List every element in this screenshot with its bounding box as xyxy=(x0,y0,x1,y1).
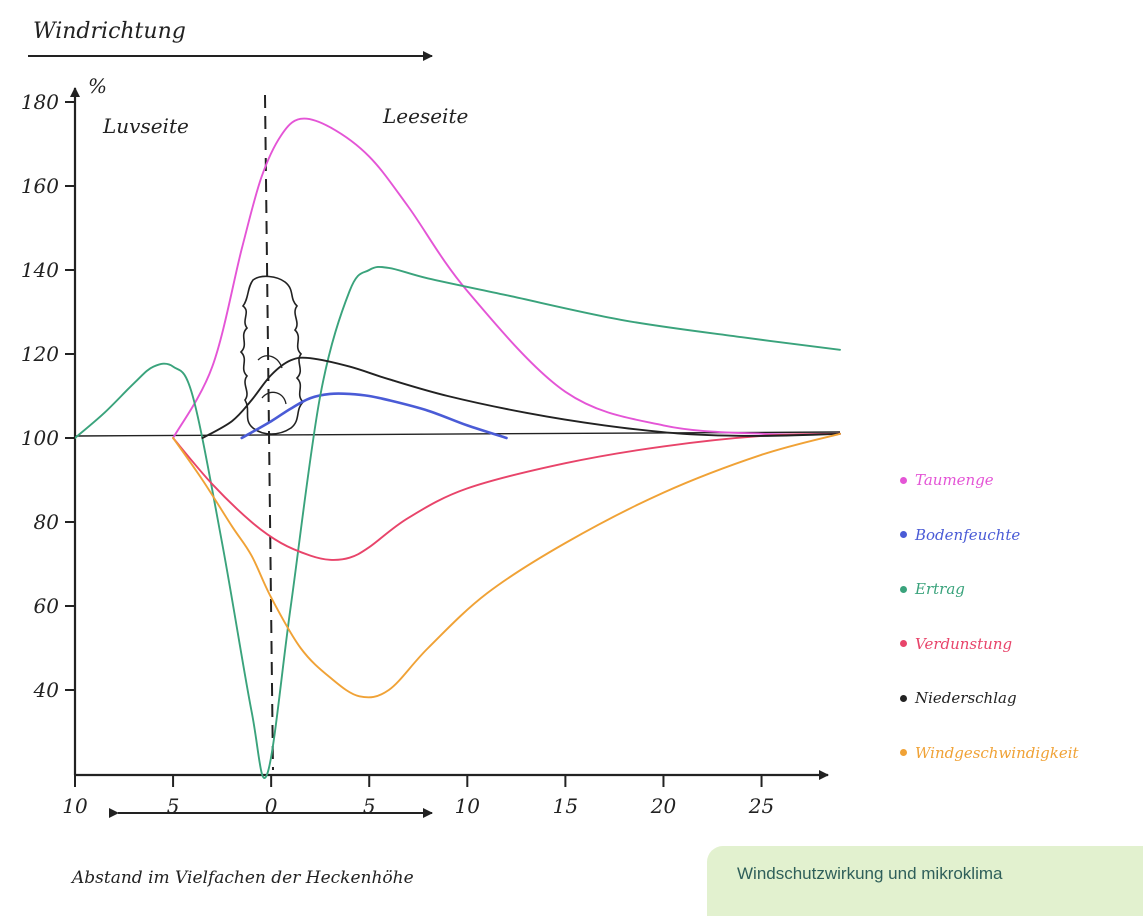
x-tick-label: 15 xyxy=(553,794,578,818)
caption-box: Windschutzwirkung und mikroklima xyxy=(707,846,1143,916)
chart: Windrichtung % Luvseite Leeseite 40 60 80 1… xyxy=(21,19,841,888)
x-tick-label: 25 xyxy=(748,794,774,818)
legend-dot-icon xyxy=(900,749,907,756)
series-line-verdunstung xyxy=(172,432,841,561)
legend-item: Windgeschwindigkeit xyxy=(900,735,1140,771)
y-tick-label: 100 xyxy=(21,426,59,450)
hedge-icon xyxy=(239,275,305,435)
series-line-taumenge xyxy=(172,117,841,439)
x-tick-label: 20 xyxy=(650,794,677,818)
legend-item: Taumenge xyxy=(900,462,1140,498)
legend-item: Ertrag xyxy=(900,571,1140,607)
x-tick-label: 10 xyxy=(62,794,88,818)
y-ticks: 40 60 80 100 120 140 160 180 xyxy=(21,90,75,702)
legend-dot-icon xyxy=(900,531,907,538)
series-line-niederschlag xyxy=(201,356,841,439)
x-ticks: 10 5 0 5 10 15 20 25 xyxy=(62,775,774,818)
legend-dot-icon xyxy=(900,640,907,647)
x-axis-label: Abstand im Vielfachen der Heckenhöhe xyxy=(70,868,414,888)
series-line-windgeschwindigkeit xyxy=(172,432,841,699)
chart-title: Windrichtung xyxy=(33,19,186,44)
legend-item: Niederschlag xyxy=(900,680,1140,716)
y-axis-label: % xyxy=(88,74,107,98)
legend-item: Bodenfeuchte xyxy=(900,517,1140,553)
y-tick-label: 180 xyxy=(21,90,59,114)
y-tick-label: 60 xyxy=(34,594,60,618)
legend-label: Windgeschwindigkeit xyxy=(915,743,1079,762)
legend-item: Verdunstung xyxy=(900,626,1140,662)
annotation-luvseite: Luvseite xyxy=(102,114,189,138)
series-line-ertrag xyxy=(74,265,841,779)
hedge-position-line xyxy=(264,94,274,771)
series-line-bodenfeuchte xyxy=(240,392,508,440)
series-group xyxy=(74,117,841,779)
legend-label: Bodenfeuchte xyxy=(915,525,1021,544)
legend-dot-icon xyxy=(900,476,907,484)
legend-label: Niederschlag xyxy=(915,689,1017,707)
y-tick-label: 120 xyxy=(21,342,59,366)
x-tick-label: 5 xyxy=(363,794,376,818)
legend-label: Ertrag xyxy=(915,580,965,598)
y-tick-label: 80 xyxy=(34,510,60,534)
hedge-detail-icon xyxy=(257,355,287,405)
legend: Taumenge Bodenfeuchte Ertrag Verdunstung Nie… xyxy=(900,462,1140,789)
x-tick-label: 10 xyxy=(455,794,481,818)
y-tick-label: 140 xyxy=(21,258,59,282)
legend-dot-icon xyxy=(900,585,907,593)
legend-label: Verdunstung xyxy=(915,634,1013,653)
annotation-leeseite: Leeseite xyxy=(382,104,468,128)
y-tick-label: 40 xyxy=(33,678,60,702)
y-tick-label: 160 xyxy=(21,174,59,198)
x-tick-label: 0 xyxy=(265,794,278,818)
legend-dot-icon xyxy=(900,694,907,702)
legend-label: Taumenge xyxy=(915,471,994,489)
caption-text: Windschutzwirkung und mikroklima xyxy=(737,864,1003,883)
x-tick-label: 5 xyxy=(167,794,180,818)
